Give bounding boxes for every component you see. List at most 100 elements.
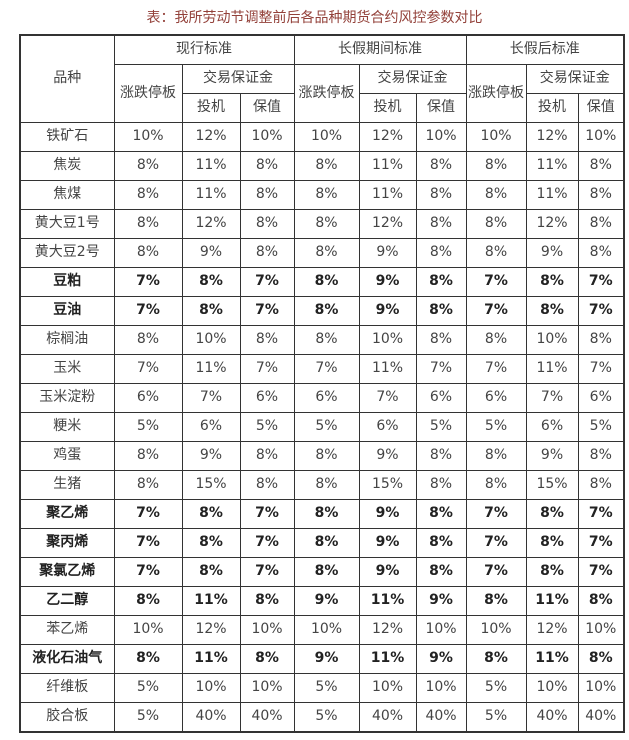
value-cell: 8% [181, 528, 241, 558]
header-holiday-standard: 长假期间标准 [293, 34, 467, 65]
value-cell: 5% [293, 412, 360, 442]
value-cell: 5% [465, 412, 527, 442]
value-cell: 12% [181, 209, 241, 239]
value-cell: 8% [293, 325, 360, 355]
value-cell: 11% [181, 354, 241, 384]
value-cell: 8% [293, 470, 360, 500]
product-name-cell: 棕榈油 [19, 325, 115, 355]
value-cell: 10% [239, 122, 295, 152]
value-cell: 6% [239, 383, 295, 413]
value-cell: 11% [181, 586, 241, 616]
value-cell: 10% [577, 615, 625, 645]
value-cell: 8% [181, 267, 241, 297]
value-cell: 8% [577, 180, 625, 210]
product-name-cell: 玉米淀粉 [19, 383, 115, 413]
value-cell: 8% [293, 528, 360, 558]
value-cell: 8% [415, 441, 467, 471]
table-row: 棕榈油 8% 10% 8% 8% 10% 8% 8% 10% 8% [19, 325, 625, 355]
value-cell: 11% [525, 354, 579, 384]
value-cell: 10% [415, 122, 467, 152]
value-cell: 6% [113, 383, 183, 413]
value-cell: 9% [525, 441, 579, 471]
value-cell: 9% [358, 296, 417, 326]
value-cell: 7% [239, 557, 295, 587]
value-cell: 8% [415, 267, 467, 297]
value-cell: 8% [415, 470, 467, 500]
value-cell: 8% [577, 644, 625, 674]
value-cell: 8% [577, 238, 625, 268]
value-cell: 5% [239, 412, 295, 442]
value-cell: 7% [577, 528, 625, 558]
table-row: 粳米 5% 6% 5% 5% 6% 5% 5% 6% 5% [19, 412, 625, 442]
value-cell: 8% [465, 238, 527, 268]
value-cell: 7% [465, 499, 527, 529]
value-cell: 8% [415, 296, 467, 326]
value-cell: 11% [358, 354, 417, 384]
value-cell: 10% [525, 673, 579, 703]
value-cell: 8% [465, 209, 527, 239]
value-cell: 8% [293, 296, 360, 326]
value-cell: 7% [465, 354, 527, 384]
value-cell: 5% [113, 412, 183, 442]
value-cell: 8% [525, 557, 579, 587]
value-cell: 8% [113, 325, 183, 355]
table-row: 聚乙烯 7% 8% 7% 8% 9% 8% 7% 8% 7% [19, 499, 625, 529]
product-name-cell: 胶合板 [19, 702, 115, 733]
value-cell: 9% [358, 528, 417, 558]
value-cell: 8% [293, 238, 360, 268]
table-row: 纤维板 5% 10% 10% 5% 10% 10% 5% 10% 10% [19, 673, 625, 703]
value-cell: 10% [465, 615, 527, 645]
value-cell: 8% [465, 470, 527, 500]
value-cell: 8% [465, 151, 527, 181]
value-cell: 7% [239, 528, 295, 558]
table-row: 玉米淀粉 6% 7% 6% 6% 7% 6% 6% 7% 6% [19, 383, 625, 413]
product-name-cell: 鸡蛋 [19, 441, 115, 471]
table-row: 鸡蛋 8% 9% 8% 8% 9% 8% 8% 9% 8% [19, 441, 625, 471]
value-cell: 10% [415, 673, 467, 703]
value-cell: 8% [293, 499, 360, 529]
product-name-cell: 聚氯乙烯 [19, 557, 115, 587]
value-cell: 5% [465, 702, 527, 733]
value-cell: 7% [465, 267, 527, 297]
value-cell: 40% [415, 702, 467, 733]
value-cell: 6% [465, 383, 527, 413]
value-cell: 10% [181, 325, 241, 355]
value-cell: 7% [577, 296, 625, 326]
value-cell: 10% [293, 615, 360, 645]
value-cell: 11% [358, 180, 417, 210]
value-cell: 9% [415, 644, 467, 674]
header-speculation-current: 投机 [181, 93, 241, 123]
value-cell: 5% [465, 673, 527, 703]
header-product: 品种 [19, 34, 115, 123]
header-row-groups: 品种 现行标准 长假期间标准 长假后标准 [19, 34, 625, 123]
table-header: 品种 现行标准 长假期间标准 长假后标准 涨跌停板 交易保证金 涨跌停板 交易保… [19, 34, 625, 123]
value-cell: 8% [293, 180, 360, 210]
header-hedging-current: 保值 [239, 93, 295, 123]
value-cell: 11% [358, 151, 417, 181]
value-cell: 8% [465, 180, 527, 210]
value-cell: 5% [113, 673, 183, 703]
value-cell: 11% [525, 586, 579, 616]
value-cell: 7% [113, 296, 183, 326]
header-hedging-post-holiday: 保值 [577, 93, 625, 123]
table-row: 聚氯乙烯 7% 8% 7% 8% 9% 8% 7% 8% 7% [19, 557, 625, 587]
table-body: 铁矿石 10% 12% 10% 10% 12% 10% 10% 12% 10% 焦炭 8% 11% 8% 8… [19, 122, 625, 733]
value-cell: 8% [239, 441, 295, 471]
value-cell: 8% [465, 325, 527, 355]
value-cell: 10% [358, 325, 417, 355]
value-cell: 5% [415, 412, 467, 442]
value-cell: 8% [525, 296, 579, 326]
product-name-cell: 苯乙烯 [19, 615, 115, 645]
value-cell: 40% [358, 702, 417, 733]
value-cell: 12% [181, 615, 241, 645]
value-cell: 7% [239, 354, 295, 384]
value-cell: 11% [181, 151, 241, 181]
value-cell: 8% [415, 209, 467, 239]
value-cell: 7% [577, 557, 625, 587]
value-cell: 7% [415, 354, 467, 384]
value-cell: 7% [239, 296, 295, 326]
product-name-cell: 粳米 [19, 412, 115, 442]
table-row: 生猪 8% 15% 8% 8% 15% 8% 8% 15% 8% [19, 470, 625, 500]
value-cell: 8% [239, 151, 295, 181]
value-cell: 9% [293, 644, 360, 674]
